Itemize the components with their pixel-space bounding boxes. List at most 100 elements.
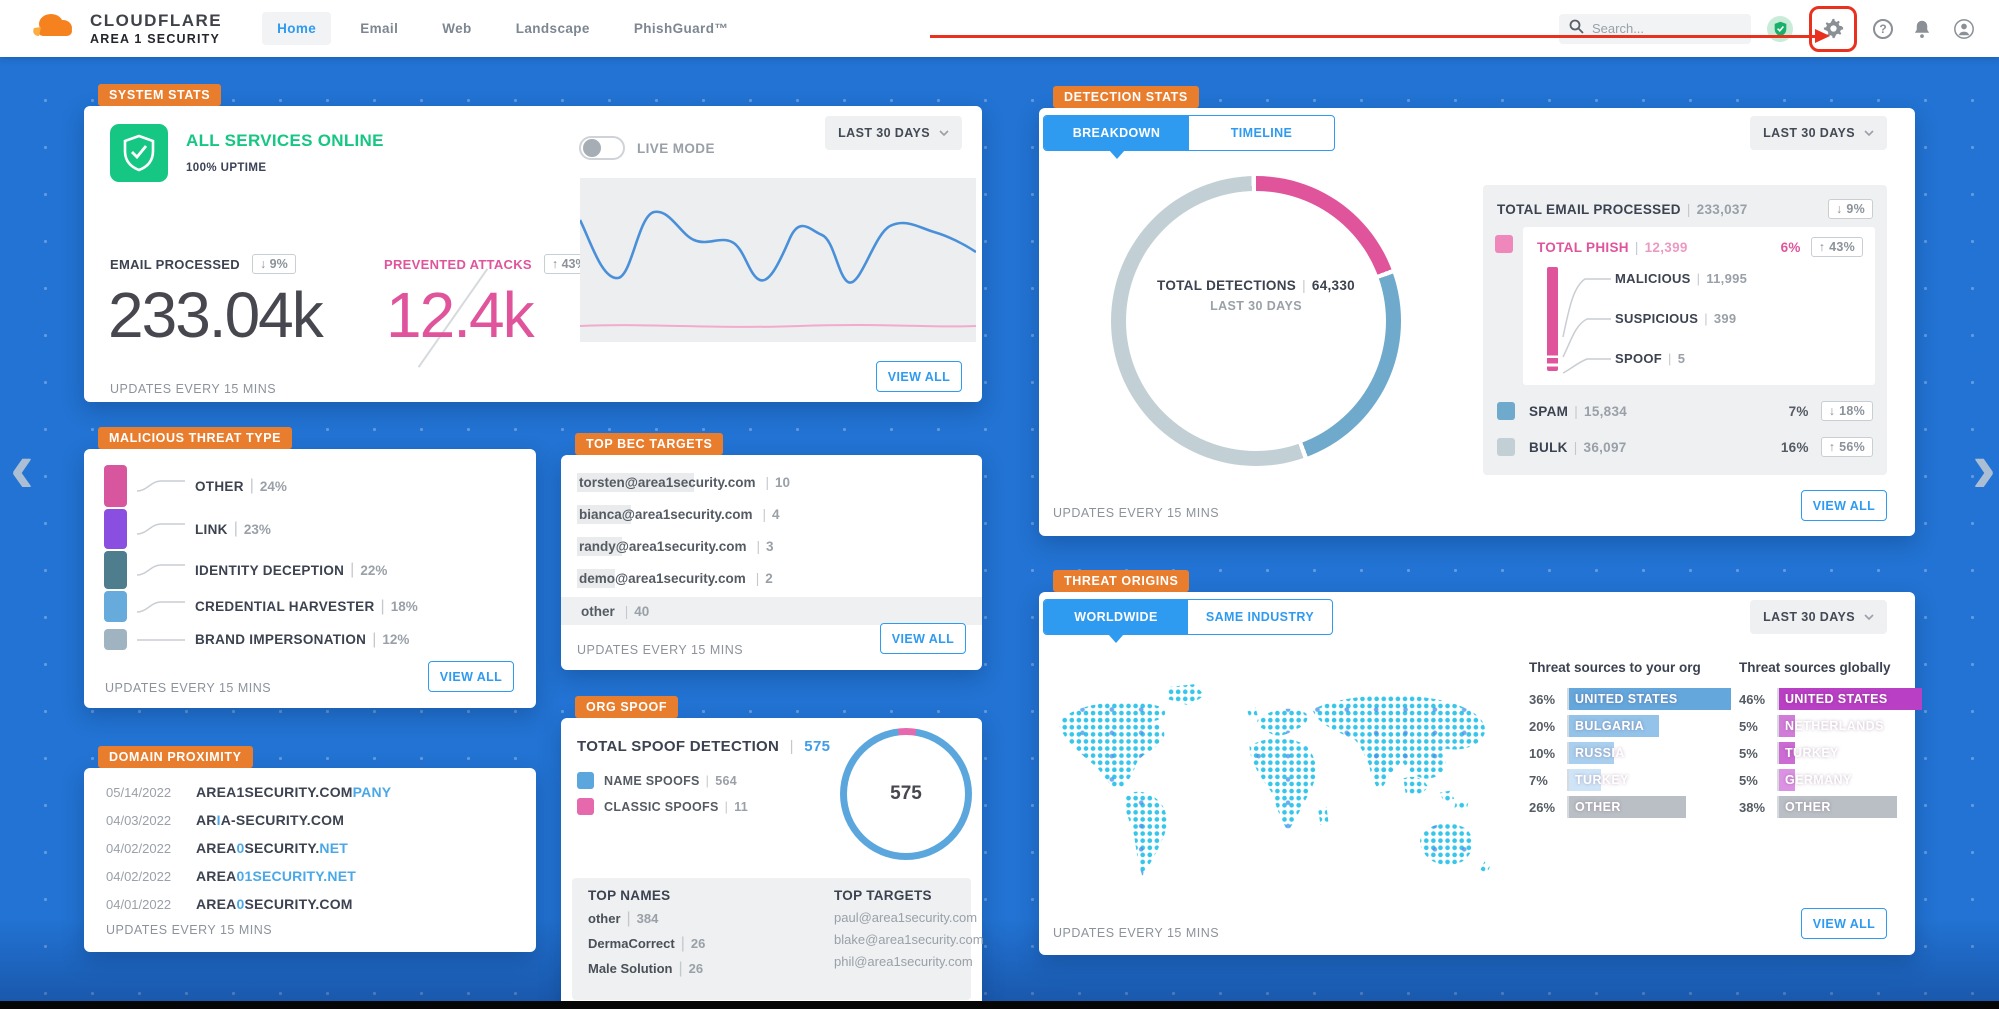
phish-swatch (1495, 235, 1513, 253)
connector-line (137, 564, 185, 576)
spoof-total: 575 (804, 738, 831, 755)
bec-count: 2 (765, 571, 773, 586)
top-target-row[interactable]: blake@area1security.com (834, 932, 984, 947)
top-target-row[interactable]: paul@area1security.com (834, 910, 978, 925)
domain-row[interactable]: 04/01/2022 AREA0SECURITY.COM (106, 896, 353, 912)
prev-page-chevron[interactable]: ‹ (10, 428, 34, 508)
spam-label: SPAM (1529, 403, 1569, 419)
suspicious-value: 399 (1713, 311, 1737, 326)
bell-icon[interactable] (1909, 16, 1935, 42)
bulk-delta: ↑ 56% (1820, 437, 1873, 457)
cloudflare-cloud-icon (30, 9, 80, 48)
origin-bar: NETHERLANDS (1779, 715, 1883, 737)
nav-item-email[interactable]: Email (360, 21, 399, 36)
threat-type-label: IDENTITY DECEPTION (195, 562, 345, 578)
domain-row[interactable]: 04/02/2022 AREA0SECURITY.NET (106, 840, 349, 856)
bec-row[interactable]: torsten@area1security.com | 10 (577, 473, 791, 492)
nav-item-home[interactable]: Home (262, 12, 332, 45)
legend-swatch (577, 772, 594, 789)
brand-logo: CLOUDFLARE AREA 1 SECURITY (30, 9, 222, 48)
bec-row[interactable]: demo@area1security.com | 2 (577, 569, 773, 588)
chevron-down-icon (939, 130, 949, 136)
view-all-button[interactable]: VIEW ALL (1801, 908, 1887, 939)
bulk-swatch (1497, 438, 1515, 456)
org-sources-list: 36% UNITED STATES 20% BULGARIA 10% RUSSIA 7… (1529, 688, 1731, 823)
card-badge: ORG SPOOF (575, 696, 679, 718)
brand-name: CLOUDFLARE (90, 11, 223, 30)
global-sources-list: 46% UNITED STATES 5% NETHERLANDS 5% TURKEY … (1739, 688, 1922, 823)
connector-line (137, 480, 185, 492)
tab-worldwide[interactable]: WORLDWIDE (1044, 600, 1188, 643)
donut-subtitle: LAST 30 DAYS (1210, 298, 1302, 313)
tab-breakdown[interactable]: BREAKDOWN (1044, 116, 1189, 159)
top-name-row[interactable]: other | 384 (588, 910, 659, 927)
search-box[interactable] (1559, 13, 1751, 44)
updates-note: UPDATES EVERY 15 MINS (1053, 926, 1220, 940)
domain-date: 04/02/2022 (106, 840, 172, 856)
bec-other-row[interactable]: other | 40 (561, 597, 982, 625)
card-badge: THREAT ORIGINS (1053, 570, 1190, 592)
top-name-row[interactable]: Male Solution | 26 (588, 960, 704, 977)
tab-timeline[interactable]: TIMELINE (1230, 126, 1293, 140)
bec-email: randy@area1security.com (577, 537, 751, 556)
bec-count: 3 (766, 539, 774, 554)
threat-type-label: BRAND IMPERSONATION (195, 632, 367, 647)
total-phish-pct: 6% (1780, 239, 1801, 255)
connector-line (137, 523, 185, 535)
spoof-details-panel: TOP NAMES other | 384 DermaCorrect | 26 Male… (572, 878, 984, 1000)
malicious-value: 11,995 (1706, 271, 1748, 286)
range-dropdown[interactable]: LAST 30 DAYS (1750, 600, 1887, 634)
origin-bar: GERMANY (1779, 769, 1851, 791)
annotation-highlight-box (1809, 5, 1857, 52)
origin-bar: BULGARIA (1569, 715, 1659, 737)
top-name-row[interactable]: DermaCorrect | 26 (588, 935, 706, 952)
domain-row[interactable]: 04/02/2022 AREA01SECURITY.NET (106, 868, 356, 884)
range-dropdown[interactable]: LAST 30 DAYS (825, 116, 962, 150)
threat-type-label: LINK (195, 521, 228, 537)
top-nav: CLOUDFLARE AREA 1 SECURITY Home Email We… (0, 0, 1999, 57)
tab-same-industry[interactable]: SAME INDUSTRY (1205, 610, 1315, 624)
domain-row[interactable]: 05/14/2022 AREA1SECURITY.COMPANY (106, 784, 392, 800)
range-dropdown[interactable]: LAST 30 DAYS (1750, 116, 1887, 150)
phish-breakdown-bar (1547, 267, 1558, 371)
threat-type-pct: 12% (382, 632, 410, 647)
total-email-delta: ↓ 9% (1828, 199, 1873, 219)
bec-other-label: other (581, 603, 615, 619)
chevron-down-icon (1864, 614, 1874, 620)
nav-item-landscape[interactable]: Landscape (515, 21, 590, 36)
brand-subname: AREA 1 SECURITY (90, 32, 221, 46)
bec-count: 4 (772, 507, 780, 522)
threat-type-pct: 23% (243, 521, 271, 537)
legend-swatch (577, 798, 594, 815)
domain-row[interactable]: 04/03/2022 ARIA-SECURITY.COM (106, 812, 345, 828)
bec-row[interactable]: bianca@area1security.com | 4 (577, 505, 780, 524)
search-input[interactable] (1592, 21, 1732, 36)
view-all-button[interactable]: VIEW ALL (1801, 490, 1887, 521)
email-processed-value: 233.04k (108, 279, 324, 351)
nav-item-phishguard[interactable]: PhishGuard™ (633, 21, 729, 36)
next-page-chevron[interactable]: › (1972, 428, 1996, 508)
bec-row[interactable]: randy@area1security.com | 3 (577, 537, 774, 556)
top-target-row[interactable]: phil@area1security.com (834, 954, 973, 969)
top-targets-title: TOP TARGETS (834, 888, 932, 903)
view-all-button[interactable]: VIEW ALL (428, 661, 514, 692)
search-icon (1569, 19, 1584, 39)
bec-email: bianca@area1security.com (577, 505, 757, 524)
total-phish-delta: ↑ 43% (1810, 237, 1863, 257)
view-all-button[interactable]: VIEW ALL (876, 361, 962, 392)
help-icon[interactable]: ? (1873, 18, 1893, 39)
total-phish-value: 12,399 (1644, 239, 1688, 255)
view-all-button[interactable]: VIEW ALL (880, 623, 966, 654)
card-badge: SYSTEM STATS (98, 84, 222, 106)
detection-tabs: BREAKDOWN TIMELINE (1043, 115, 1335, 159)
email-processed-label: EMAIL PROCESSED (110, 256, 240, 272)
detections-donut-chart: TOTAL DETECTIONS | 64,330 LAST 30 DAYS (1111, 176, 1401, 466)
nav-item-web[interactable]: Web (442, 21, 472, 36)
origin-bar: TURKEY (1779, 742, 1838, 764)
live-mode-toggle[interactable] (579, 136, 625, 160)
connector-line (137, 600, 185, 613)
domain-date: 04/03/2022 (106, 812, 172, 828)
phish-sub-panel: TOTAL PHISH | 12,399 6% ↑ 43% MALICIOUS |… (1523, 227, 1875, 385)
card-badge: DETECTION STATS (1053, 86, 1199, 108)
user-avatar-icon[interactable] (1951, 16, 1977, 42)
